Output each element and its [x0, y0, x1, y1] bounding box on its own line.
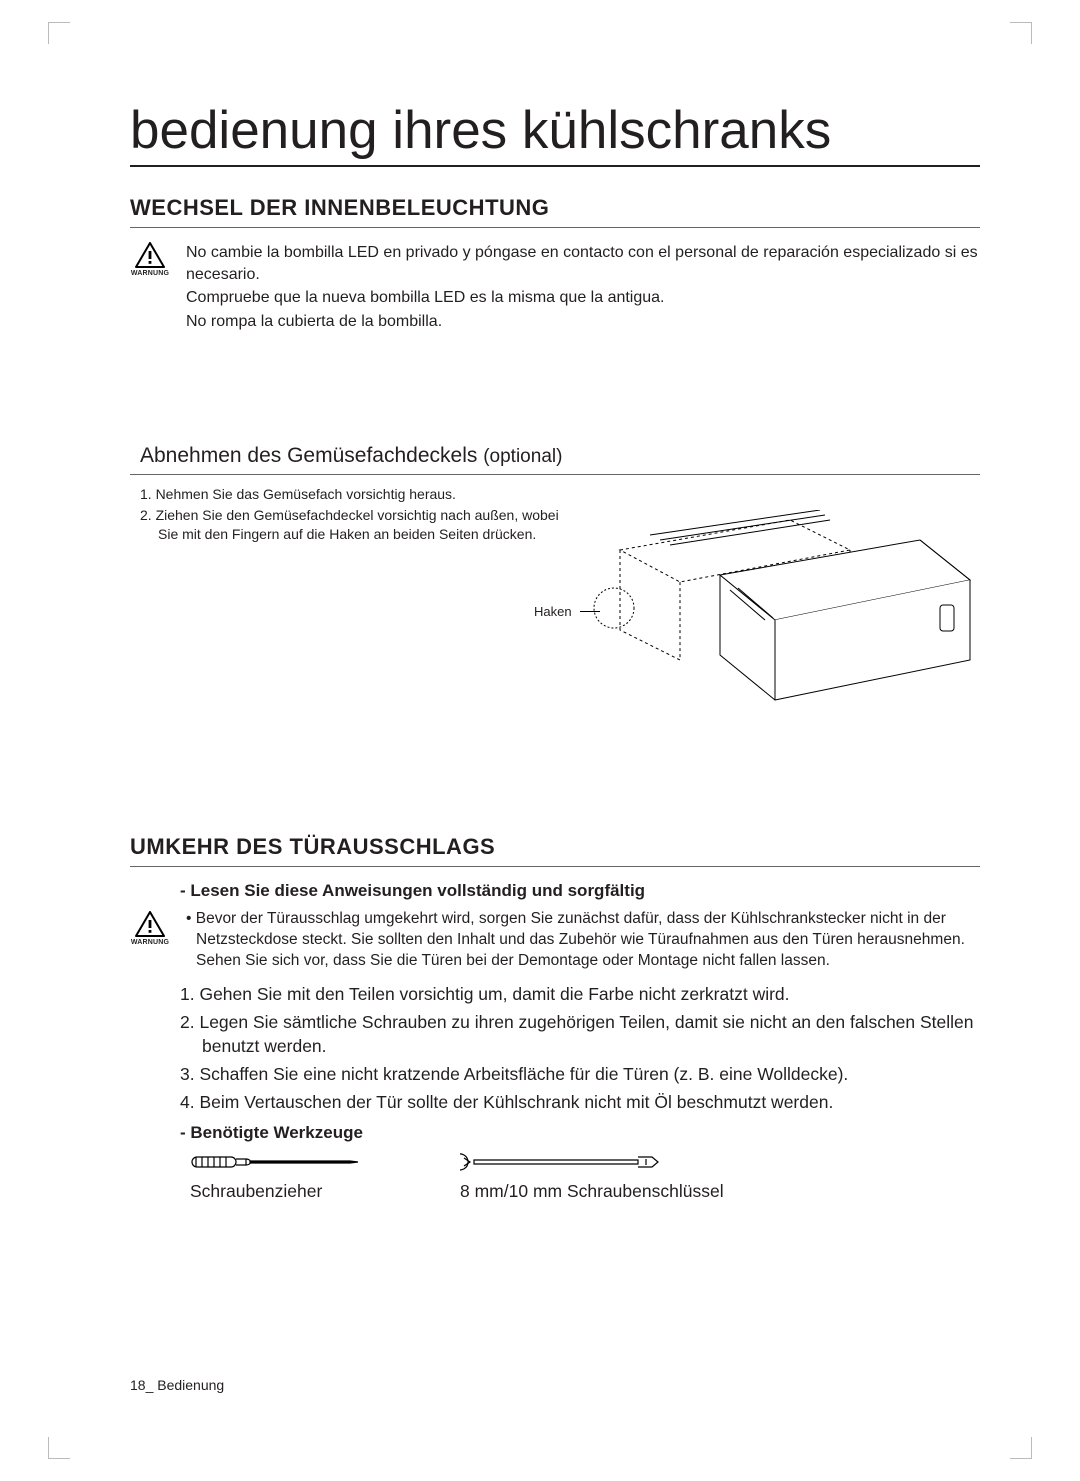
subsection-title: Abnehmen des Gemüsefachdeckels: [140, 444, 477, 467]
rule: [130, 866, 980, 867]
diagram: Haken: [590, 510, 980, 730]
optional-label: (optional): [483, 446, 562, 467]
numbered-list: 1. Gehen Sie mit den Teilen vorsichtig u…: [180, 982, 980, 1115]
crop-mark: [1010, 1437, 1032, 1459]
warning-label: WARNUNG: [131, 270, 169, 277]
rule: [130, 474, 980, 475]
section-heading: WECHSEL DER INNENBELEUCHTUNG: [130, 195, 980, 221]
list-item: 1. Gehen Sie mit den Teilen vorsichtig u…: [180, 982, 980, 1006]
warning-icon: WARNUNG: [130, 911, 170, 946]
warn-line: No cambie la bombilla LED en privado y p…: [186, 242, 980, 285]
warning-icon: WARNUNG: [130, 242, 170, 277]
warning-content: • Bevor der Türausschlag umgekehrt wird,…: [186, 909, 980, 982]
leader-line: [580, 611, 600, 612]
warn-line: No rompa la cubierta de la bombilla.: [186, 311, 980, 333]
instruction-subhead: - Lesen Sie diese Anweisungen vollständi…: [180, 881, 980, 901]
warn-line: Compruebe que la nueva bombilla LED es l…: [186, 287, 980, 309]
crop-mark: [48, 22, 70, 44]
page-footer: 18_ Bedienung: [130, 1377, 224, 1393]
step: 1. Nehmen Sie das Gemüsefach vorsichtig …: [140, 485, 570, 504]
bullet-paragraph: • Bevor der Türausschlag umgekehrt wird,…: [196, 909, 980, 972]
subsection-heading: Abnehmen des Gemüsefachdeckels (optional…: [140, 444, 980, 468]
tool-wrench: 8 mm/10 mm Schraubenschlüssel: [460, 1149, 724, 1202]
crop-mark: [1010, 22, 1032, 44]
warning-text: No cambie la bombilla LED en privado y p…: [186, 242, 980, 334]
step: 2. Ziehen Sie den Gemüsefachdeckel vorsi…: [140, 506, 570, 544]
vegetable-cover-diagram: [590, 510, 980, 730]
list-item: 2. Legen Sie sämtliche Schrauben zu ihre…: [180, 1010, 980, 1058]
warning-block: WARNUNG No cambie la bombilla LED en pri…: [130, 242, 980, 334]
warning-block: WARNUNG • Bevor der Türausschlag umgekeh…: [130, 909, 980, 982]
diagram-label: Haken: [534, 604, 572, 619]
crop-mark: [48, 1437, 70, 1459]
tool-label: Schraubenzieher: [190, 1181, 322, 1202]
manual-page: bedienung ihres kühlschranks WECHSEL DER…: [0, 0, 1080, 1481]
tool-label: 8 mm/10 mm Schraubenschlüssel: [460, 1181, 724, 1202]
tools-heading: - Benötigte Werkzeuge: [180, 1123, 980, 1143]
list-item: 4. Beim Vertauschen der Tür sollte der K…: [180, 1090, 980, 1114]
rule: [130, 227, 980, 228]
tools-row: Schraubenzieher 8 mm/10 mm Schraubenschl…: [190, 1149, 980, 1202]
screwdriver-icon: [190, 1149, 360, 1175]
wrench-icon: [460, 1149, 660, 1175]
list-item: 3. Schaffen Sie eine nicht kratzende Arb…: [180, 1062, 980, 1086]
warning-label: WARNUNG: [131, 939, 169, 946]
page-title: bedienung ihres kühlschranks: [130, 100, 980, 167]
tool-screwdriver: Schraubenzieher: [190, 1149, 360, 1202]
section-heading: UMKEHR DES TÜRAUSSCHLAGS: [130, 834, 980, 860]
steps-list: 1. Nehmen Sie das Gemüsefach vorsichtig …: [140, 485, 570, 544]
